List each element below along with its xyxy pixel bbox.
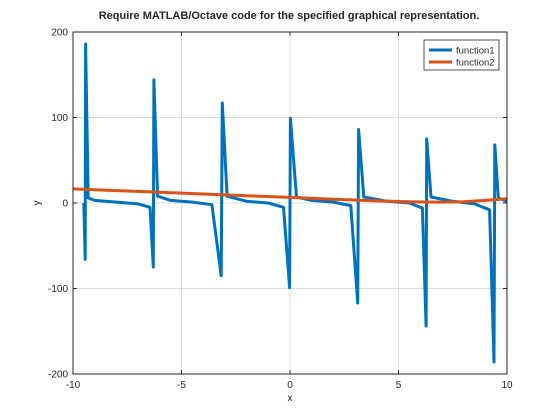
series-line-function2 — [73, 187, 507, 204]
plot-area: -10 -5 0 5 10 -200 -100 0 100 200 — [48, 28, 513, 392]
x-tick-label: 5 — [396, 380, 402, 391]
legend-entry: function2 — [456, 58, 495, 69]
x-axis-label: x — [288, 393, 293, 404]
x-tick-label: 0 — [287, 380, 293, 391]
x-tick-label: 10 — [501, 380, 513, 391]
x-tick-label: -5 — [177, 380, 186, 391]
axis-ticks: -10 -5 0 5 10 -200 -100 0 100 200 — [48, 28, 513, 392]
x-tick-label: -10 — [66, 380, 81, 391]
chart-title: Require MATLAB/Octave code for the speci… — [99, 10, 480, 22]
y-axis-label: y — [32, 201, 43, 206]
series-layer — [73, 42, 507, 364]
y-tick-label: 200 — [51, 28, 68, 39]
y-tick-label: 0 — [62, 199, 68, 210]
legend-entry: function1 — [456, 46, 495, 57]
y-tick-label: -100 — [48, 284, 68, 295]
legend-box — [423, 39, 500, 71]
series-line-function1 — [82, 42, 507, 364]
y-tick-label: 100 — [51, 113, 68, 124]
y-tick-label: -200 — [48, 370, 68, 381]
